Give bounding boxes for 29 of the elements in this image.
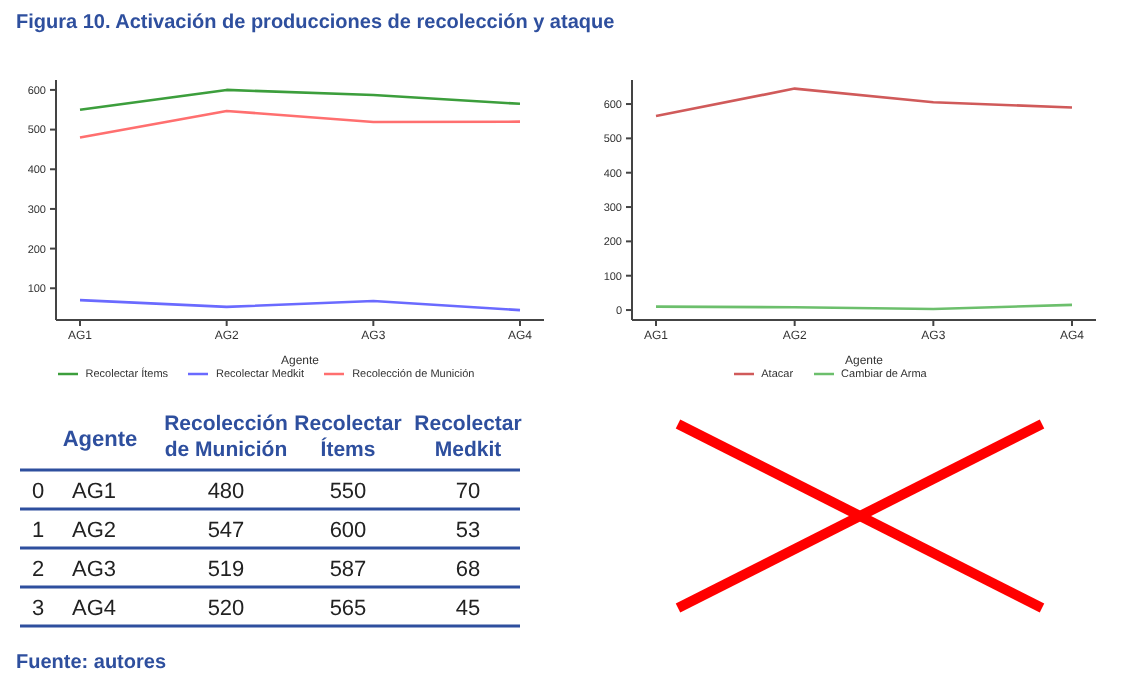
chart-title: Figura 10. Activación de producciones de recolección y ataque xyxy=(16,12,615,34)
line-series xyxy=(78,88,522,112)
y2-tick-label: AG4 xyxy=(72,597,117,621)
text: 565 xyxy=(329,597,367,621)
x-tick-label: Recolección de Munición xyxy=(164,412,288,462)
text: 519 xyxy=(207,558,245,582)
y-tick-label: 1 xyxy=(32,519,45,543)
text: 53 xyxy=(455,519,481,543)
y-tick-label: 2 xyxy=(32,558,45,582)
text: 45 xyxy=(455,597,481,621)
text: 68 xyxy=(455,558,481,582)
y2-tick-label: AG1 xyxy=(72,480,117,504)
y2-tick-label: AG3 xyxy=(72,558,117,582)
line-series xyxy=(78,109,522,139)
text: 600 xyxy=(329,519,367,543)
text: 520 xyxy=(207,597,245,621)
y-axis-title: Agente xyxy=(62,428,138,452)
y-tick-label: 3 xyxy=(32,597,45,621)
y2-tick-label: AG2 xyxy=(72,519,117,543)
source-note: Fuente: autores xyxy=(16,652,167,674)
text: 547 xyxy=(207,519,245,543)
line-series xyxy=(654,87,1074,118)
x-tick-label: Recolectar Medkit xyxy=(414,412,522,462)
x-tick-label: Recolectar Ítems xyxy=(294,412,402,462)
text: 587 xyxy=(329,558,367,582)
text: 70 xyxy=(455,480,481,504)
text: 550 xyxy=(329,480,367,504)
y-tick-label: 0 xyxy=(32,480,45,504)
text: 480 xyxy=(207,480,245,504)
